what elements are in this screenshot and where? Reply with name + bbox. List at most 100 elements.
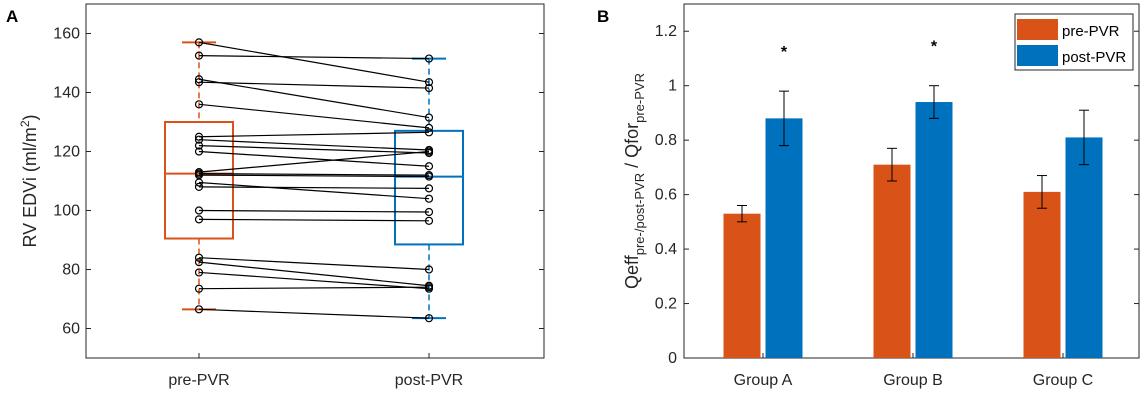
panel-a: A 60 80 100 120 140 160 pre-PVR post-PVR RV ED… xyxy=(6,3,545,389)
panel-a-paired-lines xyxy=(198,41,430,319)
y-tick-label: 1 xyxy=(668,78,677,95)
point-post xyxy=(424,194,434,203)
bar-post-pvr xyxy=(1065,137,1103,358)
legend-swatch-pre-pvr xyxy=(1017,19,1058,40)
point-pre xyxy=(194,182,204,191)
paired-line xyxy=(198,78,430,119)
paired-line xyxy=(198,150,430,173)
point-pre xyxy=(194,51,204,60)
paired-line xyxy=(198,103,430,129)
point-pre xyxy=(194,132,204,141)
point-post xyxy=(424,147,434,156)
paired-line xyxy=(198,41,430,83)
paired-line xyxy=(198,209,430,213)
panel-b-bars xyxy=(723,102,1103,359)
point-post xyxy=(424,184,434,193)
point-post xyxy=(424,113,434,122)
panel-a-y-axis: 60 80 100 120 140 160 xyxy=(53,26,544,338)
point-pre xyxy=(194,284,204,293)
panel-a-y-axis-label: RV EDVi (ml/m2) xyxy=(18,114,40,247)
point-post xyxy=(424,207,434,217)
point-post xyxy=(424,162,434,171)
paired-line xyxy=(198,308,430,319)
point-post xyxy=(424,314,434,323)
y-tick-label: 0 xyxy=(668,350,677,367)
bar-post-pvr xyxy=(915,102,953,359)
paired-line xyxy=(198,131,430,138)
legend-swatch-post-pvr xyxy=(1017,45,1058,66)
y-tick-label: 0.2 xyxy=(655,296,677,313)
point-pre xyxy=(194,206,204,215)
y-tick-label: 140 xyxy=(53,85,80,102)
legend-label-pre-pvr: pre-PVR xyxy=(1062,23,1120,40)
point-pre xyxy=(194,135,204,144)
y-tick-label: 160 xyxy=(53,26,80,43)
paired-line xyxy=(198,286,430,290)
x-tick-label: post-PVR xyxy=(395,372,463,389)
x-tick-label: Group C xyxy=(1033,372,1093,389)
point-pre xyxy=(194,305,204,314)
panel-b-significance-marks: * * xyxy=(781,39,938,61)
panel-a-x-axis: pre-PVR post-PVR xyxy=(168,353,463,389)
x-tick-label: pre-PVR xyxy=(168,372,229,389)
bar-pre-pvr xyxy=(873,164,911,358)
bar-pre-pvr xyxy=(723,213,761,358)
panel-b-legend: pre-PVR post-PVR xyxy=(1014,13,1134,71)
point-post xyxy=(424,216,434,225)
point-pre xyxy=(194,258,204,267)
paired-line xyxy=(198,150,430,167)
box-pre-PVR xyxy=(164,121,234,240)
panel-b-y-axis-label: Qeffpre-/post-PVR / Qforpre-PVR xyxy=(622,73,647,289)
point-post xyxy=(424,78,434,87)
y-tick-label: 0.8 xyxy=(655,132,677,149)
point-pre xyxy=(194,141,204,150)
point-post xyxy=(424,54,434,63)
bar-pre-pvr xyxy=(1023,191,1061,358)
y-tick-label: 120 xyxy=(53,144,80,161)
point-post xyxy=(424,265,434,274)
y-tick-label: 1.2 xyxy=(655,23,677,40)
x-tick-label: Group A xyxy=(734,372,793,389)
point-pre xyxy=(194,215,204,224)
paired-line xyxy=(198,55,430,60)
significance-star: * xyxy=(931,39,938,56)
bar-post-pvr xyxy=(765,118,803,358)
point-post xyxy=(424,128,434,137)
x-tick-label: Group B xyxy=(883,372,943,389)
panel-b-label: B xyxy=(597,7,609,26)
paired-line xyxy=(198,261,430,287)
point-pre xyxy=(194,78,204,87)
paired-line xyxy=(198,257,430,271)
paired-line xyxy=(198,145,430,154)
y-tick-label: 60 xyxy=(62,321,80,338)
paired-line xyxy=(198,139,430,151)
y-tick-label: 0.6 xyxy=(655,187,677,204)
paired-line xyxy=(198,218,430,222)
y-tick-label: 80 xyxy=(62,262,80,279)
paired-line xyxy=(198,174,430,178)
point-post xyxy=(424,83,434,93)
paired-line xyxy=(198,181,430,200)
significance-star: * xyxy=(781,44,788,61)
legend-label-post-pvr: post-PVR xyxy=(1062,49,1126,66)
point-pre xyxy=(194,75,204,84)
paired-line xyxy=(198,271,430,290)
point-pre xyxy=(194,38,204,47)
paired-line xyxy=(198,173,430,176)
paired-line xyxy=(198,81,430,89)
panel-b-error-bars xyxy=(737,85,1089,223)
y-tick-label: 100 xyxy=(53,203,80,220)
point-post xyxy=(424,123,434,133)
point-pre xyxy=(194,100,204,109)
point-pre xyxy=(194,147,204,156)
panel-b-x-axis: Group A Group B Group C xyxy=(734,353,1093,389)
panel-a-label: A xyxy=(6,7,18,26)
point-pre xyxy=(194,253,204,262)
panel-b-y-axis: 0 0.2 0.4 0.6 0.8 1 1.2 xyxy=(655,23,1139,367)
point-post xyxy=(424,283,434,292)
panel-a-points xyxy=(194,38,434,323)
point-post xyxy=(424,172,434,181)
point-pre xyxy=(194,268,204,277)
panel-b: B 00.20.40.60.811.2 Group A Group B Group … xyxy=(597,3,1140,389)
